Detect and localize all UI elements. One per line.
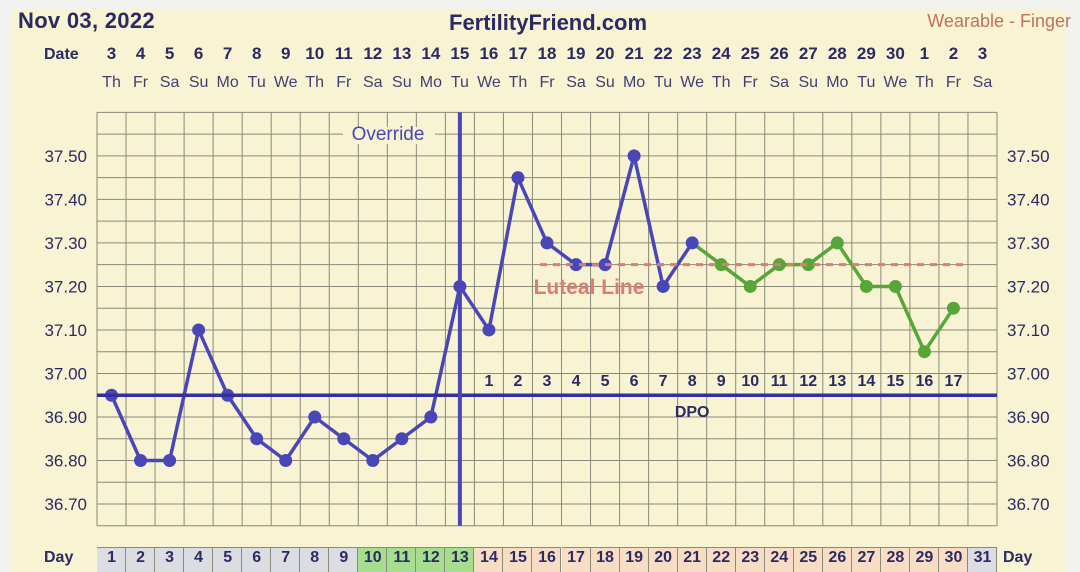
svg-text:37.30: 37.30 — [1007, 234, 1050, 253]
svg-text:37.10: 37.10 — [44, 321, 87, 340]
svg-text:37.50: 37.50 — [44, 147, 87, 166]
svg-text:36.90: 36.90 — [1007, 408, 1050, 427]
svg-text:36.90: 36.90 — [44, 408, 87, 427]
svg-text:37.50: 37.50 — [1007, 147, 1050, 166]
svg-text:36.70: 36.70 — [44, 495, 87, 514]
svg-text:37.00: 37.00 — [44, 364, 87, 383]
svg-text:37.40: 37.40 — [1007, 190, 1050, 209]
svg-text:36.80: 36.80 — [1007, 451, 1050, 470]
svg-text:36.70: 36.70 — [1007, 495, 1050, 514]
svg-text:Override: Override — [352, 124, 425, 145]
svg-text:37.20: 37.20 — [44, 277, 87, 296]
svg-text:37.30: 37.30 — [44, 234, 87, 253]
svg-text:36.80: 36.80 — [44, 451, 87, 470]
svg-text:37.20: 37.20 — [1007, 277, 1050, 296]
svg-text:37.40: 37.40 — [44, 190, 87, 209]
svg-text:37.10: 37.10 — [1007, 321, 1050, 340]
svg-text:Luteal Line: Luteal Line — [534, 276, 645, 299]
svg-text:37.00: 37.00 — [1007, 364, 1050, 383]
